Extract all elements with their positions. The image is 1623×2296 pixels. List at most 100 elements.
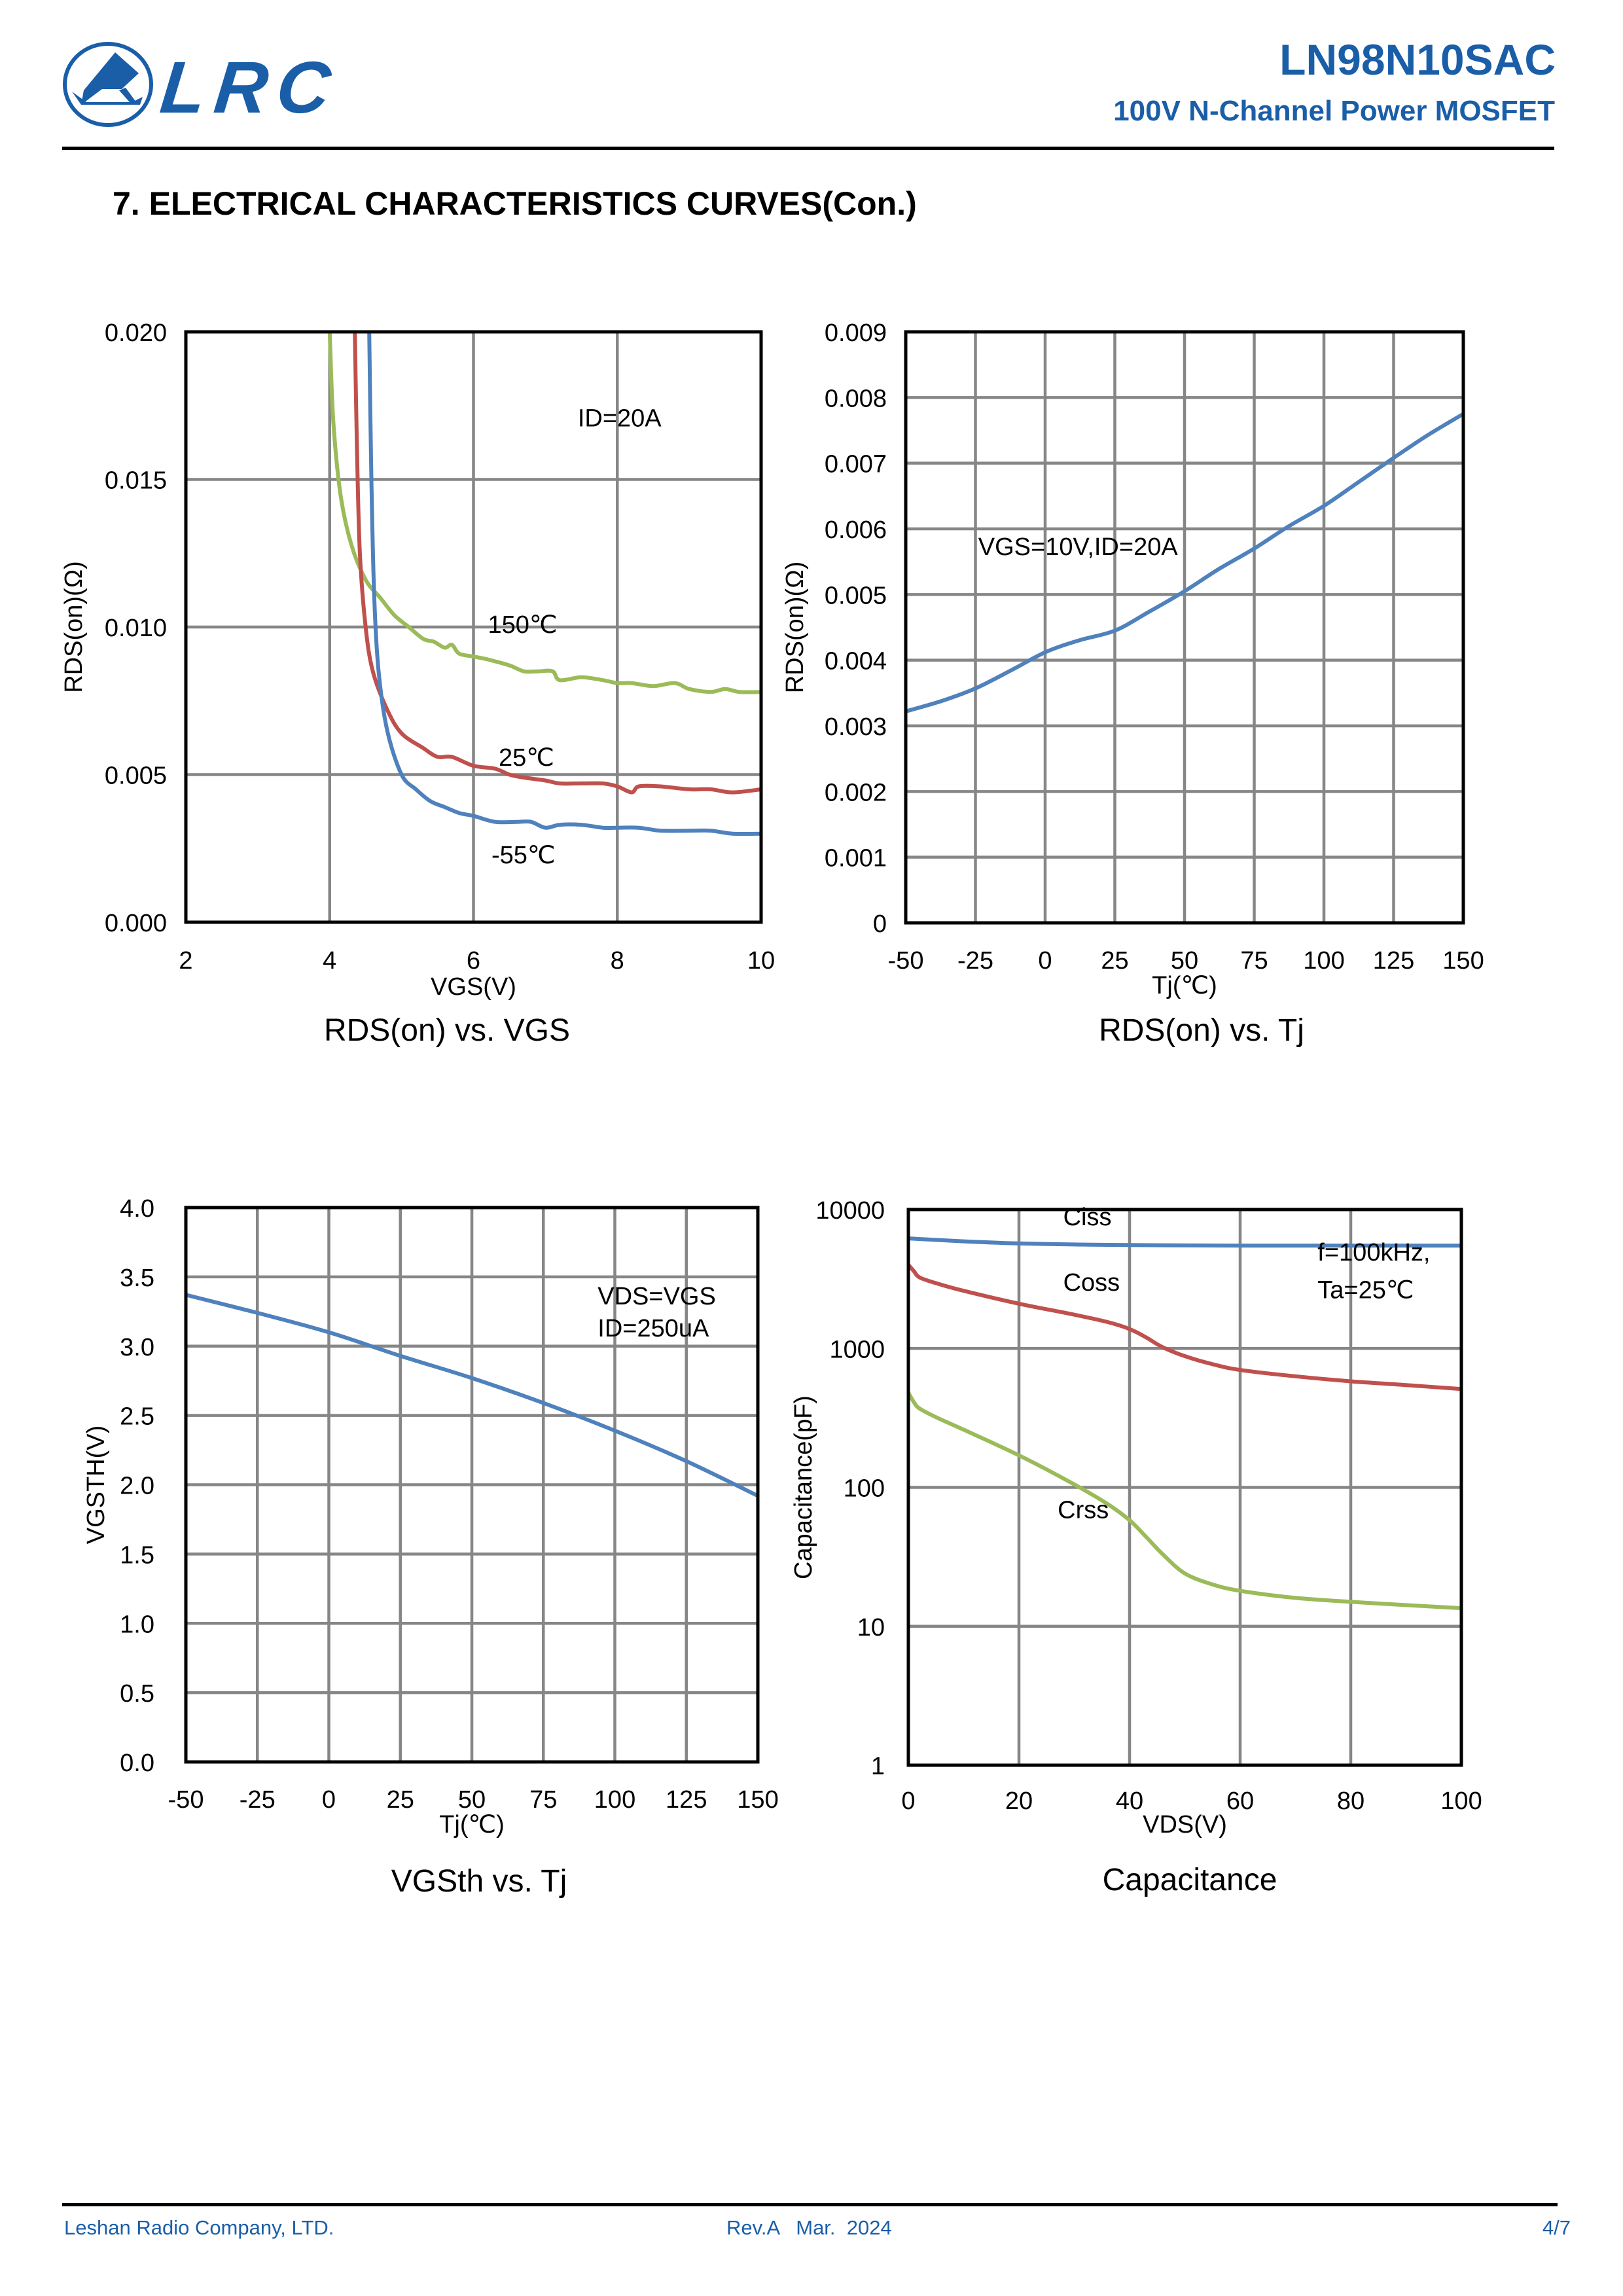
y-tick-label: 100 [844, 1475, 885, 1503]
series-line-150 [327, 331, 762, 694]
x-tick-label: -50 [168, 1786, 204, 1814]
series-line-ciss [908, 1236, 1461, 1248]
plot-frame [904, 330, 1465, 925]
series-line-rdson [905, 412, 1465, 713]
plot-frame [184, 1206, 760, 1764]
y-tick-label: 4.0 [120, 1195, 154, 1223]
x-tick-label: 60 [1226, 1787, 1254, 1815]
x-tick-label: -25 [957, 947, 993, 975]
x-axis-label: VGS(V) [431, 973, 516, 1001]
x-tick-label: 8 [611, 947, 624, 975]
y-axis-label: Capacitance(pF) [790, 1395, 817, 1579]
x-tick-label: 25 [387, 1786, 414, 1814]
section-title: 7. ELECTRICAL CHARACTERISTICS CURVES(Con… [113, 185, 917, 222]
x-tick-label: 75 [1240, 947, 1268, 975]
x-tick-label: 0 [1038, 947, 1052, 975]
x-tick-label: 125 [1373, 947, 1414, 975]
x-tick-label: -50 [888, 947, 924, 975]
x-tick-label: 150 [737, 1786, 778, 1814]
chart-capacitance: 1 10 100 1000 10000 0 20 40 60 80 100 VDS(V) Capacit… [790, 1197, 1482, 1897]
y-tick-label: 1.0 [120, 1611, 154, 1638]
plot-frame [906, 1208, 1463, 1767]
y-tick-label: 1 [871, 1753, 885, 1780]
x-tick-label: 125 [666, 1786, 707, 1814]
y-tick-label: 0.015 [105, 467, 167, 495]
chart-title: RDS(on) vs. Tj [1099, 1013, 1304, 1048]
header-divider [62, 147, 1554, 150]
chart-vgsth-tj: 0.0 0.5 1.0 1.5 2.0 2.5 3.0 3.5 4.0 -50 -25 0 25 50 75… [82, 1195, 779, 1899]
y-tick-label: 1.5 [120, 1541, 154, 1569]
footer-page-number: 4/7 [1542, 2216, 1571, 2239]
chart-rds-vgs: 0.000 0.005 0.010 0.015 0.020 2 4 6 8 10 VGS(V) RDS… [60, 319, 775, 1048]
chart-rds-tj: 0 0.001 0.002 0.003 0.004 0.005 0.006 0.007 0.00… [781, 319, 1484, 1048]
x-tick-label: 150 [1442, 947, 1484, 975]
x-tick-label: 10 [747, 947, 775, 975]
x-tick-label: 20 [1005, 1787, 1033, 1815]
footer-revision: Rev.A Mar. 2024 [726, 2216, 892, 2239]
y-tick-label: 0.008 [825, 385, 887, 412]
y-axis-label: RDS(on)(Ω) [60, 561, 88, 693]
x-tick-label: 25 [1101, 947, 1128, 975]
chart-annotation: Ciss [1063, 1204, 1112, 1231]
x-tick-label: 80 [1337, 1787, 1364, 1815]
chart-annotation: -55℃ [491, 842, 556, 869]
y-tick-label: 3.0 [120, 1334, 154, 1361]
chart-annotation: 150℃ [488, 611, 557, 639]
y-tick-label: 0.007 [825, 451, 887, 478]
chart-title: Capacitance [1103, 1863, 1277, 1897]
chart-title: RDS(on) vs. VGS [324, 1013, 570, 1048]
y-axis-label: VGSTH(V) [82, 1426, 110, 1545]
x-axis-label: Tj(℃) [439, 1811, 505, 1839]
y-tick-label: 0.003 [825, 713, 887, 741]
x-tick-label: 0 [901, 1787, 915, 1815]
chart-annotation: ID=250uA [597, 1315, 709, 1342]
series-line-55 [367, 331, 762, 836]
x-tick-label: 100 [594, 1786, 635, 1814]
footer-divider [62, 2203, 1558, 2206]
y-tick-label: 0.000 [105, 910, 167, 937]
plot-frame [184, 330, 763, 924]
y-tick-label: 0.5 [120, 1680, 154, 1708]
x-tick-label: 0 [322, 1786, 336, 1814]
series-line-coss [906, 1263, 1462, 1391]
part-number: LN98N10SAC [1279, 35, 1556, 84]
y-tick-label: 1000 [829, 1336, 885, 1363]
x-tick-label: 100 [1440, 1787, 1482, 1815]
y-tick-label: 0.004 [825, 648, 887, 675]
y-tick-label: 0.0 [120, 1749, 154, 1777]
part-description: 100V N-Channel Power MOSFET [1113, 95, 1555, 127]
series-line-crss [906, 1391, 1462, 1611]
y-tick-label: 2.5 [120, 1403, 154, 1431]
series-line-vgsth [185, 1293, 759, 1498]
chart-annotation: VDS=VGS [597, 1283, 716, 1310]
chart-annotation: Ta=25℃ [1317, 1276, 1414, 1304]
chart-annotation: VGS=10V,ID=20A [978, 533, 1179, 561]
y-tick-label: 0.020 [105, 319, 167, 347]
x-axis-label: VDS(V) [1143, 1811, 1227, 1839]
chart-annotation: f=100kHz, [1317, 1239, 1430, 1266]
x-tick-label: -25 [240, 1786, 276, 1814]
chart-annotation: ID=20A [578, 404, 662, 432]
y-tick-label: 0.005 [825, 582, 887, 609]
y-tick-label: 10000 [815, 1197, 885, 1225]
y-tick-label: 0.002 [825, 779, 887, 806]
chart-title: VGSth vs. Tj [391, 1864, 567, 1899]
y-tick-label: 0.006 [825, 516, 887, 544]
footer-company: Leshan Radio Company, LTD. [64, 2216, 334, 2239]
y-tick-label: 0.010 [105, 615, 167, 642]
series-line-25 [353, 331, 762, 795]
y-tick-label: 0.009 [825, 319, 887, 347]
y-axis-label: RDS(on)(Ω) [781, 562, 809, 694]
x-tick-label: 40 [1116, 1787, 1143, 1815]
x-tick-label: 50 [1171, 947, 1198, 975]
x-axis-label: Tj(℃) [1152, 972, 1217, 999]
lrc-logo-icon [63, 42, 153, 127]
y-tick-label: 0 [873, 910, 887, 938]
x-tick-label: 6 [467, 947, 480, 975]
y-tick-label: 2.0 [120, 1473, 154, 1500]
y-tick-label: 3.5 [120, 1265, 154, 1292]
x-tick-label: 100 [1303, 947, 1344, 975]
x-tick-label: 75 [529, 1786, 557, 1814]
chart-annotation: Coss [1063, 1269, 1120, 1297]
